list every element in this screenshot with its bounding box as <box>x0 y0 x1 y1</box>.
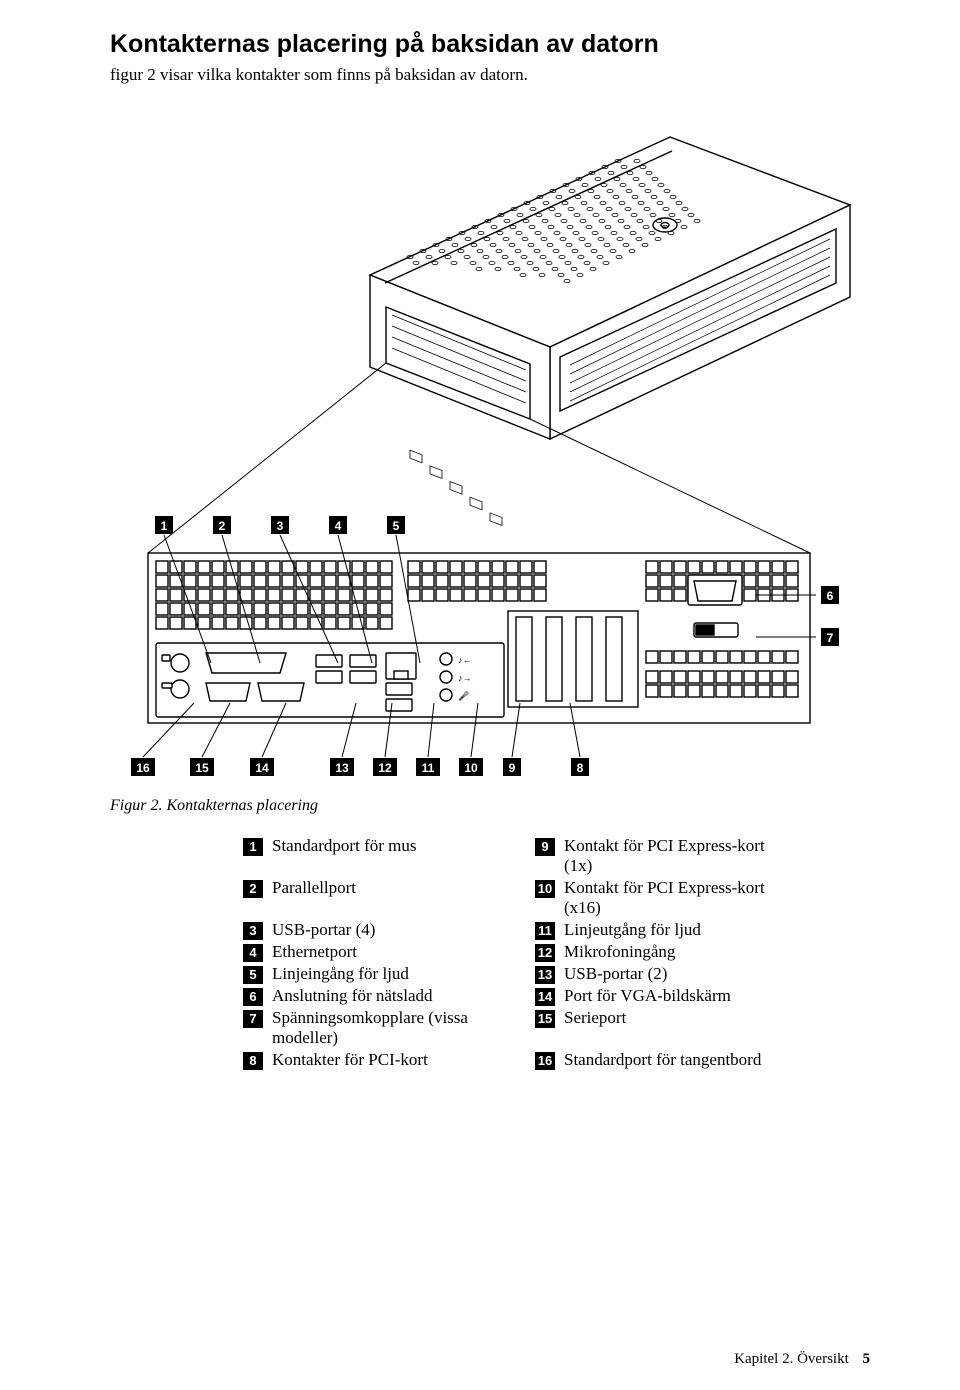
legend-label: Kontakt för PCI Express-kort (1x) <box>564 835 824 877</box>
legend-row: 8Kontakter för PCI-kort16Standardport fö… <box>240 1049 824 1071</box>
legend-row: 1Standardport för mus9Kontakt för PCI Ex… <box>240 835 824 877</box>
svg-text:6: 6 <box>827 589 834 603</box>
svg-text:14: 14 <box>255 761 269 775</box>
legend-num: 16 <box>532 1049 564 1071</box>
svg-text:15: 15 <box>195 761 209 775</box>
legend-num: 2 <box>240 877 272 919</box>
footer-chapter: Kapitel 2. Översikt <box>734 1351 849 1367</box>
svg-text:12: 12 <box>378 761 392 775</box>
legend-label: Port för VGA-bildskärm <box>564 985 824 1007</box>
svg-text:♪←: ♪← <box>458 655 472 665</box>
rear-connector-diagram: ♪←♪→🎤12345671615141312111098 <box>110 107 870 787</box>
svg-text:3: 3 <box>277 519 284 533</box>
svg-text:9: 9 <box>509 761 516 775</box>
legend-label: Parallellport <box>272 877 532 919</box>
legend-table: 1Standardport för mus9Kontakt för PCI Ex… <box>240 835 824 1071</box>
svg-text:2: 2 <box>219 519 226 533</box>
legend-label: Spänningsomkopplare (vissa modeller) <box>272 1007 532 1049</box>
legend-num: 15 <box>532 1007 564 1049</box>
intro-text: figur 2 visar vilka kontakter som finns … <box>110 65 870 85</box>
legend-num: 5 <box>240 963 272 985</box>
legend-label: Kontakter för PCI-kort <box>272 1049 532 1071</box>
legend-label: Standardport för tangentbord <box>564 1049 824 1071</box>
legend-num: 4 <box>240 941 272 963</box>
footer-page-number: 5 <box>863 1351 871 1367</box>
legend-row: 6Anslutning för nätsladd14Port för VGA-b… <box>240 985 824 1007</box>
svg-text:10: 10 <box>464 761 478 775</box>
legend-num: 12 <box>532 941 564 963</box>
svg-text:♪→: ♪→ <box>458 673 472 683</box>
svg-text:4: 4 <box>335 519 342 533</box>
svg-text:13: 13 <box>335 761 349 775</box>
legend-label: Serieport <box>564 1007 824 1049</box>
legend-num: 9 <box>532 835 564 877</box>
legend-num: 3 <box>240 919 272 941</box>
legend-label: USB-portar (2) <box>564 963 824 985</box>
legend-row: 2Parallellport10Kontakt för PCI Express-… <box>240 877 824 919</box>
figure-caption: Figur 2. Kontakternas placering <box>110 797 870 815</box>
page-footer: Kapitel 2. Översikt 5 <box>734 1351 870 1368</box>
legend-label: Standardport för mus <box>272 835 532 877</box>
legend-label: Linjeutgång för ljud <box>564 919 824 941</box>
svg-text:7: 7 <box>827 631 834 645</box>
legend-label: Ethernetport <box>272 941 532 963</box>
legend-label: Anslutning för nätsladd <box>272 985 532 1007</box>
legend-label: Mikrofoningång <box>564 941 824 963</box>
legend-label: USB-portar (4) <box>272 919 532 941</box>
legend-label: Kontakt för PCI Express-kort (x16) <box>564 877 824 919</box>
legend-num: 7 <box>240 1007 272 1049</box>
legend-row: 5Linjeingång för ljud13USB-portar (2) <box>240 963 824 985</box>
svg-text:8: 8 <box>577 761 584 775</box>
legend-num: 8 <box>240 1049 272 1071</box>
legend-num: 10 <box>532 877 564 919</box>
legend-num: 13 <box>532 963 564 985</box>
legend-row: 7Spänningsomkopplare (vissa modeller)15S… <box>240 1007 824 1049</box>
legend-row: 3USB-portar (4)11Linjeutgång för ljud <box>240 919 824 941</box>
section-title: Kontakternas placering på baksidan av da… <box>110 30 870 59</box>
svg-text:5: 5 <box>393 519 400 533</box>
svg-text:🎤: 🎤 <box>458 690 469 701</box>
svg-text:11: 11 <box>422 761 435 775</box>
svg-text:16: 16 <box>136 761 150 775</box>
legend-num: 14 <box>532 985 564 1007</box>
legend-num: 1 <box>240 835 272 877</box>
legend-num: 6 <box>240 985 272 1007</box>
legend-num: 11 <box>532 919 564 941</box>
svg-text:1: 1 <box>161 519 168 533</box>
legend-label: Linjeingång för ljud <box>272 963 532 985</box>
legend-row: 4Ethernetport12Mikrofoningång <box>240 941 824 963</box>
